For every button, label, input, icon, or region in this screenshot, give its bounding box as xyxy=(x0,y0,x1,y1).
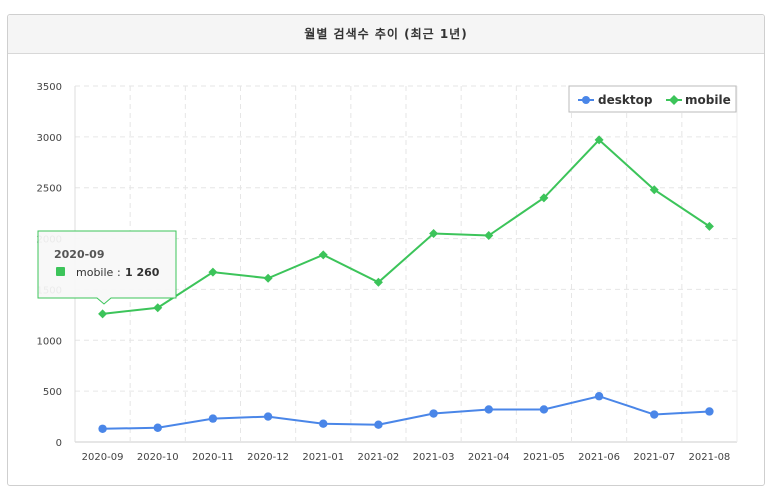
x-tick-label: 2021-02 xyxy=(358,452,400,463)
data-point-mobile[interactable] xyxy=(704,221,714,231)
x-tick-label: 2020-11 xyxy=(192,452,234,463)
series-line-mobile xyxy=(102,138,710,315)
legend-mobile-marker xyxy=(669,95,679,105)
tooltip-swatch xyxy=(56,267,65,276)
chart-title: 월별 검색수 추이 (최근 1년) xyxy=(8,15,764,54)
data-point-mobile[interactable] xyxy=(594,135,604,145)
data-point-mobile[interactable] xyxy=(208,267,218,277)
data-point-desktop[interactable] xyxy=(484,405,493,414)
data-point-desktop[interactable] xyxy=(705,407,714,416)
y-tick-label: 500 xyxy=(43,387,62,398)
tooltip-separator: : xyxy=(117,266,121,279)
tooltip-value: 1 260 xyxy=(125,266,160,279)
data-point-mobile[interactable] xyxy=(98,309,108,319)
y-tick-label: 3500 xyxy=(37,82,62,93)
data-point-desktop[interactable] xyxy=(539,405,549,414)
x-tick-label: 2020-10 xyxy=(137,452,179,463)
x-tick-label: 2021-06 xyxy=(578,452,620,463)
tooltip-series-label: mobile xyxy=(76,266,114,279)
x-tick-label: 2021-01 xyxy=(302,452,344,463)
tooltip-box xyxy=(37,230,177,305)
y-tick-label: 0 xyxy=(56,438,62,449)
data-point-mobile[interactable] xyxy=(373,277,383,287)
data-point-desktop[interactable] xyxy=(650,410,659,419)
data-point-desktop[interactable] xyxy=(374,420,383,429)
data-point-desktop[interactable] xyxy=(98,424,107,433)
series-line-desktop xyxy=(102,395,710,430)
data-point-mobile[interactable] xyxy=(263,273,273,283)
x-tick-label: 2021-03 xyxy=(413,452,455,463)
data-point-mobile[interactable] xyxy=(649,185,659,195)
tooltip: 2020-09 mobile : 1 260 xyxy=(37,230,177,305)
legend-desktop-label: desktop xyxy=(598,93,653,107)
data-point-desktop[interactable] xyxy=(263,412,273,421)
data-point-mobile[interactable] xyxy=(429,228,439,238)
y-tick-label: 1000 xyxy=(37,336,62,347)
x-tick-label: 2020-12 xyxy=(247,452,289,463)
x-tick-label: 2021-05 xyxy=(523,452,565,463)
data-point-mobile[interactable] xyxy=(539,193,549,203)
data-point-desktop[interactable] xyxy=(594,392,604,401)
series-lines xyxy=(98,135,714,433)
legend-box xyxy=(568,85,737,113)
y-tick-label: 2500 xyxy=(37,184,62,195)
data-point-desktop[interactable] xyxy=(319,419,328,428)
data-point-desktop[interactable] xyxy=(208,414,218,423)
x-tick-label: 2021-07 xyxy=(633,452,675,463)
legend-item-desktop[interactable]: desktop xyxy=(578,93,653,107)
y-tick-label: 3000 xyxy=(37,133,62,144)
data-point-desktop[interactable] xyxy=(429,409,438,418)
tooltip-title: 2020-09 xyxy=(54,248,105,261)
x-tick-label: 2021-08 xyxy=(689,452,731,463)
legend-item-mobile[interactable]: mobile xyxy=(666,93,731,107)
x-tick-label: 2020-09 xyxy=(82,452,124,463)
data-point-mobile[interactable] xyxy=(484,231,494,241)
data-point-mobile[interactable] xyxy=(318,250,328,260)
x-tick-label: 2021-04 xyxy=(468,452,510,463)
line-chart: 0500100015002000250030003500 2020-092020… xyxy=(37,82,738,463)
data-point-desktop[interactable] xyxy=(153,423,162,432)
legend-mobile-label: mobile xyxy=(685,93,731,107)
data-point-mobile[interactable] xyxy=(153,303,163,313)
x-axis: 2020-09 2020-10 2020-11 2020-12 2021-01 2021-… xyxy=(82,452,731,463)
legend-desktop-marker xyxy=(582,96,590,104)
legend[interactable]: desktop mobile xyxy=(568,85,737,113)
